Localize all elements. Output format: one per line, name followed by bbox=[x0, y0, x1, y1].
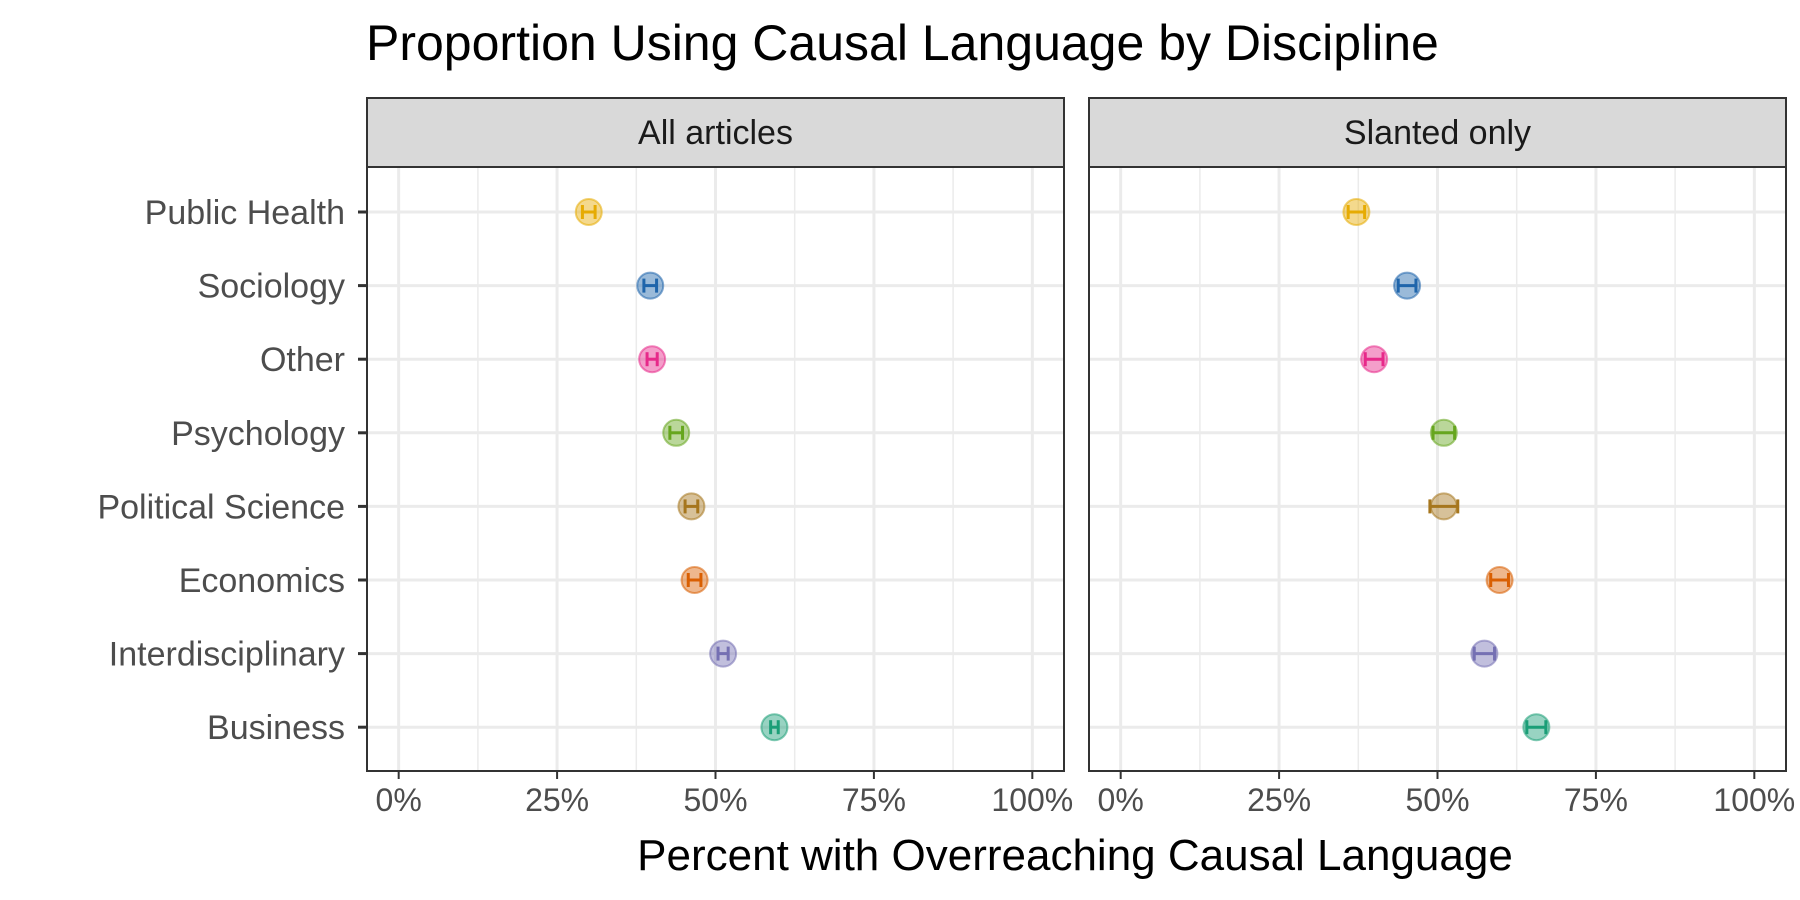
x-axis-title: Percent with Overreaching Causal Languag… bbox=[637, 831, 1513, 880]
data-point-public-health bbox=[574, 198, 603, 226]
y-tick-label: Psychology bbox=[171, 415, 345, 453]
x-tick-label: 25% bbox=[1247, 782, 1311, 818]
y-tick-label: Business bbox=[207, 709, 345, 747]
data-point-psychology bbox=[1429, 418, 1458, 447]
data-point-sociology bbox=[636, 271, 665, 300]
data-point-economics bbox=[680, 566, 709, 594]
y-tick-label: Political Science bbox=[97, 488, 345, 526]
facet-strip bbox=[1088, 97, 1787, 168]
x-tick-label: 75% bbox=[842, 782, 906, 818]
data-point-business bbox=[1522, 713, 1551, 742]
panel-slanted-only: Slanted only 0% 25% 50% 75% 100% bbox=[1088, 97, 1795, 818]
data-point-business bbox=[760, 713, 789, 742]
facet-strip-label: All articles bbox=[638, 114, 793, 152]
chart-title: Proportion Using Causal Language by Disc… bbox=[366, 15, 1439, 71]
y-tick-label: Economics bbox=[179, 562, 345, 600]
y-tick-label: Sociology bbox=[198, 268, 345, 306]
facet-strip bbox=[366, 97, 1065, 168]
x-tick-label: 75% bbox=[1564, 782, 1628, 818]
data-point-interdisciplinary bbox=[1470, 639, 1499, 668]
data-point-interdisciplinary bbox=[709, 639, 738, 668]
panel-all-articles: All articles 0% 25% 50% 75% 100% bbox=[366, 97, 1073, 818]
x-tick-label: 100% bbox=[991, 782, 1073, 818]
data-point-economics bbox=[1485, 566, 1514, 594]
x-tick-label: 100% bbox=[1713, 782, 1795, 818]
y-tick-label: Public Health bbox=[145, 194, 345, 232]
data-point-other bbox=[1360, 345, 1389, 374]
data-point-public-health bbox=[1342, 198, 1371, 226]
data-point-political-science bbox=[677, 492, 706, 521]
x-tick-label: 0% bbox=[376, 782, 422, 818]
data-point-political-science bbox=[1428, 492, 1460, 521]
y-tick-label: Other bbox=[260, 341, 345, 379]
x-tick-label: 0% bbox=[1098, 782, 1144, 818]
y-tick-label: Interdisciplinary bbox=[109, 636, 345, 674]
panels: All articles 0% 25% 50% 75% 100% Slanted only 0… bbox=[366, 97, 1795, 818]
facet-strip-label: Slanted only bbox=[1344, 114, 1531, 152]
data-point-sociology bbox=[1393, 271, 1422, 300]
x-tick-label: 50% bbox=[1405, 782, 1469, 818]
x-tick-label: 50% bbox=[683, 782, 747, 818]
data-point-psychology bbox=[662, 418, 691, 447]
x-tick-label: 25% bbox=[525, 782, 589, 818]
data-point-other bbox=[638, 345, 667, 374]
y-axis: Public Health Sociology Other Psychology Pol… bbox=[97, 194, 367, 747]
